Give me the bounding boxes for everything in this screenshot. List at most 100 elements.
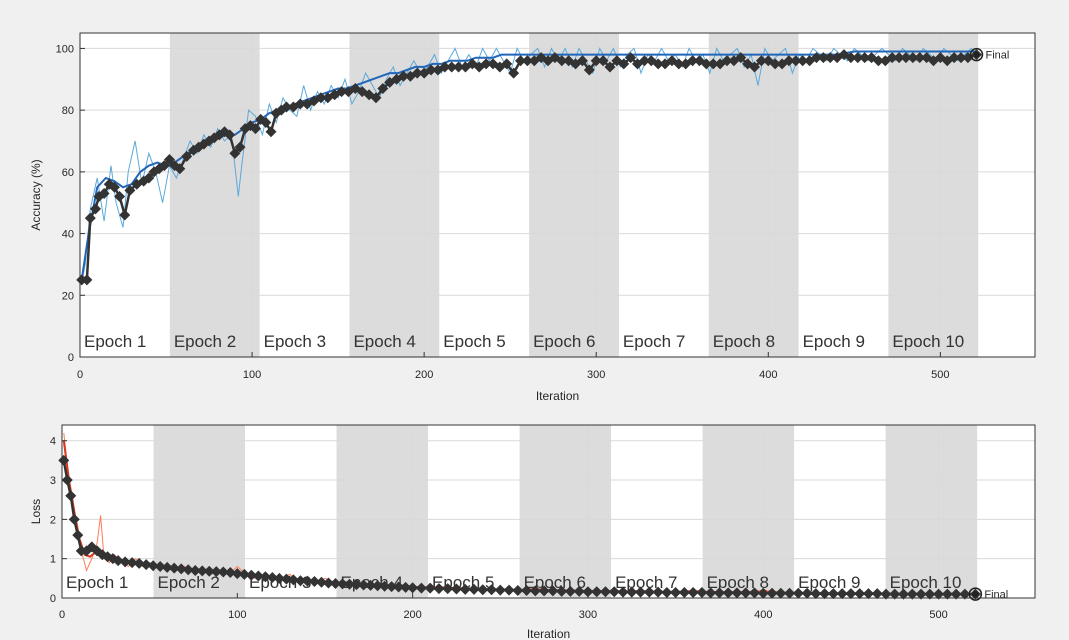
validation-marker	[889, 588, 901, 600]
validation-marker	[707, 58, 719, 70]
validation-marker	[564, 585, 576, 597]
epoch-label: Epoch 3	[264, 332, 326, 351]
validation-marker	[731, 587, 743, 599]
validation-marker	[112, 555, 124, 567]
validation-marker	[68, 513, 80, 525]
final-marker-dot	[973, 51, 980, 58]
validation-marker	[652, 58, 664, 70]
validation-marker	[358, 579, 370, 591]
validation-marker	[446, 61, 458, 73]
validation-marker	[259, 571, 271, 583]
epoch-label: Epoch 8	[707, 573, 769, 592]
validation-marker	[133, 557, 145, 569]
y-axis-label: Loss	[29, 499, 43, 524]
epoch-band	[519, 425, 612, 598]
validation-marker	[914, 52, 926, 64]
validation-marker	[81, 274, 93, 286]
validation-marker	[119, 209, 131, 221]
validation-marker	[494, 584, 506, 596]
validation-marker	[425, 64, 437, 76]
validation-marker	[941, 588, 953, 600]
validation-marker	[854, 588, 866, 600]
validation-marker	[351, 579, 363, 591]
validation-marker	[529, 585, 541, 597]
validation-marker	[189, 564, 201, 576]
accuracy-chart: Epoch 1 Epoch 2 Epoch 3 Epoch 4 Epoch 5 Epoch…	[29, 32, 1036, 403]
validation-marker	[453, 61, 465, 73]
validation-marker	[238, 568, 250, 580]
y-tick-label: 100	[56, 43, 74, 55]
validation-marker	[501, 58, 513, 70]
validation-marker	[337, 578, 349, 590]
validation-marker	[556, 55, 568, 67]
validation-marker	[700, 58, 712, 70]
validation-marker	[397, 70, 409, 82]
validation-marker	[652, 586, 664, 598]
validation-marker	[442, 583, 454, 595]
x-tick-label: 100	[228, 609, 246, 621]
validation-marker	[597, 55, 609, 67]
validation-marker	[407, 582, 419, 594]
validation-marker	[769, 58, 781, 70]
validation-marker	[379, 580, 391, 592]
epoch-band	[885, 425, 978, 598]
validation-marker	[515, 55, 527, 67]
epoch-label: Epoch 4	[353, 332, 415, 351]
axes-box	[61, 424, 1036, 599]
y-tick-label: 80	[62, 105, 74, 117]
validation-marker	[845, 588, 857, 600]
validation-marker	[783, 55, 795, 67]
validation-marker	[617, 586, 629, 598]
y-tick-label: 60	[62, 167, 74, 179]
validation-marker	[433, 583, 445, 595]
validation-marker	[147, 560, 159, 572]
validation-marker	[678, 586, 690, 598]
validation-marker	[599, 586, 611, 598]
y-tick-label: 0	[68, 352, 74, 364]
epoch-label: Epoch 6	[533, 332, 595, 351]
validation-marker	[126, 557, 138, 569]
validation-marker	[260, 116, 272, 128]
y-tick-label: 3	[50, 475, 56, 487]
validation-marker	[301, 575, 313, 587]
validation-marker	[886, 52, 898, 64]
validation-marker	[755, 55, 767, 67]
y-axis-label: Accuracy (%)	[29, 159, 43, 230]
validation-marker	[415, 582, 427, 594]
epoch-label: Epoch 7	[615, 573, 677, 592]
validation-marker	[693, 55, 705, 67]
validation-marker	[810, 588, 822, 600]
validation-marker	[224, 129, 236, 141]
validation-marker	[604, 61, 616, 73]
epoch-label: Epoch 1	[84, 332, 146, 351]
x-tick-label: 500	[929, 609, 947, 621]
validation-marker	[119, 556, 131, 568]
x-tick-label: 200	[415, 369, 433, 381]
validation-marker	[906, 588, 918, 600]
y-tick-label: 1	[50, 554, 56, 566]
validation-marker	[845, 52, 857, 64]
validation-marker	[250, 123, 262, 135]
validation-marker	[315, 576, 327, 588]
validation-marker	[266, 572, 278, 584]
epoch-label: Epoch 5	[443, 332, 505, 351]
validation-marker	[336, 86, 348, 98]
validation-marker	[217, 566, 229, 578]
validation-marker	[143, 172, 155, 184]
validation-marker	[661, 586, 673, 598]
x-axis-label: Iteration	[527, 627, 570, 640]
validation-marker	[168, 562, 180, 574]
validation-marker	[98, 187, 110, 199]
axes-box	[79, 32, 1036, 358]
validation-marker	[898, 588, 910, 600]
validation-marker	[836, 588, 848, 600]
validation-marker	[287, 574, 299, 586]
validation-marker	[819, 588, 831, 600]
validation-marker	[797, 55, 809, 67]
validation-marker	[229, 147, 241, 159]
epoch-label: Epoch 7	[623, 332, 685, 351]
validation-marker	[705, 587, 717, 599]
validation-marker	[924, 588, 936, 600]
